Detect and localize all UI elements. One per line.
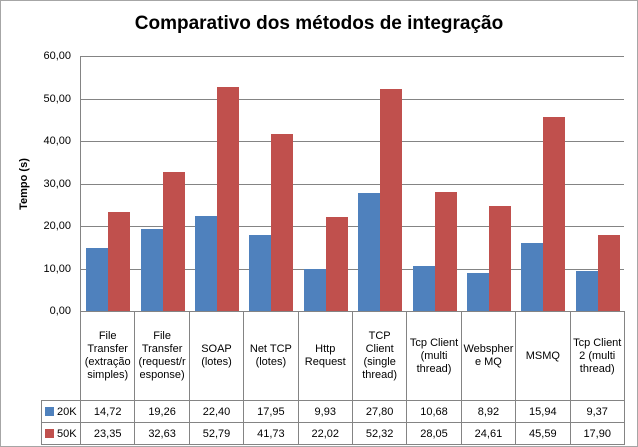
category-label: Tcp Client (multi thread) [406,311,462,401]
category-label: Tcp Client 2 (multi thread) [569,311,625,401]
value-cell-20k-col1: 14,72 [79,400,136,423]
bar-50k-col7 [434,191,457,311]
value-cell-50k-col7: 28,05 [406,422,462,445]
value-cell-20k-col4: 17,95 [243,400,299,423]
value-cell-50k-col9: 45,59 [515,422,571,445]
y-tick-label: 50,00 [43,92,71,105]
value-cell-50k-col8: 24,61 [460,422,517,445]
category-label: Net TCP (lotes) [243,311,299,401]
value-cell-50k-col2: 32,63 [134,422,190,445]
category-label: File Transfer (request/response) [134,311,190,401]
bar-20k-col7 [412,265,435,311]
gridline [81,98,624,100]
y-tick-label: 40,00 [43,135,71,147]
data-table: File Transfer (extração simples) File Tra… [41,311,625,445]
category-label: File Transfer (extração simples) [79,311,136,401]
gridline [81,268,624,270]
legend-swatch-50k-icon [45,429,54,438]
legend-label: 50K [57,427,77,440]
bar-50k-col9 [543,117,566,311]
legend-entry: 50K [45,428,80,440]
gridline [81,226,624,227]
y-tick-label: 0,00 [49,305,71,317]
y-tick-label: 60,00 [43,50,71,62]
bar-20k-col9 [521,243,544,311]
category-label: Http Request [297,311,353,401]
series-row-20k: 20K 14,72 19,26 22,40 17,95 9,93 27,80 10,68 8,9… [41,400,625,423]
y-tick-label: 30,00 [43,177,71,190]
legend-cell-50k: 50K [41,422,81,445]
value-cell-50k-col6: 52,32 [351,422,408,445]
bar-20k-col8 [466,273,489,311]
bar-column [462,56,516,311]
category-label: MSMQ [515,311,571,401]
bar-50k-col8 [488,206,511,311]
bar-column [407,56,461,311]
category-label: Websphere MQ [460,311,517,401]
bar-20k-col2 [140,229,163,311]
category-label: SOAP (lotes) [188,311,245,401]
value-cell-20k-col9: 15,94 [515,400,571,423]
gridline [81,141,624,142]
value-cell-50k-col1: 23,35 [79,422,136,445]
bar-50k-col5 [325,217,348,311]
value-cell-20k-col10: 9,37 [569,400,625,423]
category-header-row: File Transfer (extração simples) File Tra… [41,311,625,401]
bar-20k-col6 [358,192,381,311]
bar-column [353,56,407,311]
bar-column [516,56,570,311]
bar-20k-col3 [194,215,217,311]
bar-column [299,56,353,311]
bar-50k-col1 [108,211,131,311]
value-cell-20k-col8: 8,92 [460,400,517,423]
value-cell-20k-col6: 27,80 [351,400,408,423]
plot-area [80,56,624,311]
value-cell-20k-col3: 22,40 [188,400,245,423]
category-label: TCP Client (single thread) [351,311,408,401]
legend-label: 20K [57,405,77,418]
legend-swatch-20k-icon [45,407,54,416]
value-cell-50k-col10: 17,90 [569,422,625,445]
bar-column [135,56,189,311]
bar-50k-col2 [162,172,185,311]
y-tick-label: 20,00 [43,220,71,232]
value-cell-20k-col5: 9,93 [297,400,353,423]
bar-50k-col3 [216,86,239,311]
bar-20k-col4 [249,234,272,311]
bar-20k-col10 [575,271,598,311]
bar-50k-col6 [380,88,403,311]
bar-50k-col4 [271,133,294,311]
value-cell-50k-col4: 41,73 [243,422,299,445]
y-tick-label: 10,00 [43,262,71,275]
gridline [81,183,624,185]
value-cell-20k-col2: 19,26 [134,400,190,423]
bar-column [190,56,244,311]
bar-column [571,56,625,311]
value-cell-50k-col3: 52,79 [188,422,245,445]
legend-cell-20k: 20K [41,400,81,423]
bar-20k-col5 [303,268,326,311]
bar-20k-col1 [86,248,109,311]
chart-title: Comparativo dos métodos de integração [134,13,504,34]
bar-column [244,56,298,311]
legend-entry: 20K [45,406,80,418]
value-cell-50k-col5: 22,02 [297,422,353,445]
gridline [81,56,624,57]
series-row-50k: 50K 23,35 32,63 52,79 41,73 22,02 52,32 28,05 24… [41,422,625,445]
bar-column [81,56,135,311]
bar-50k-col10 [597,234,620,311]
table-corner-spacer [41,311,81,401]
value-cell-20k-col7: 10,68 [406,400,462,423]
